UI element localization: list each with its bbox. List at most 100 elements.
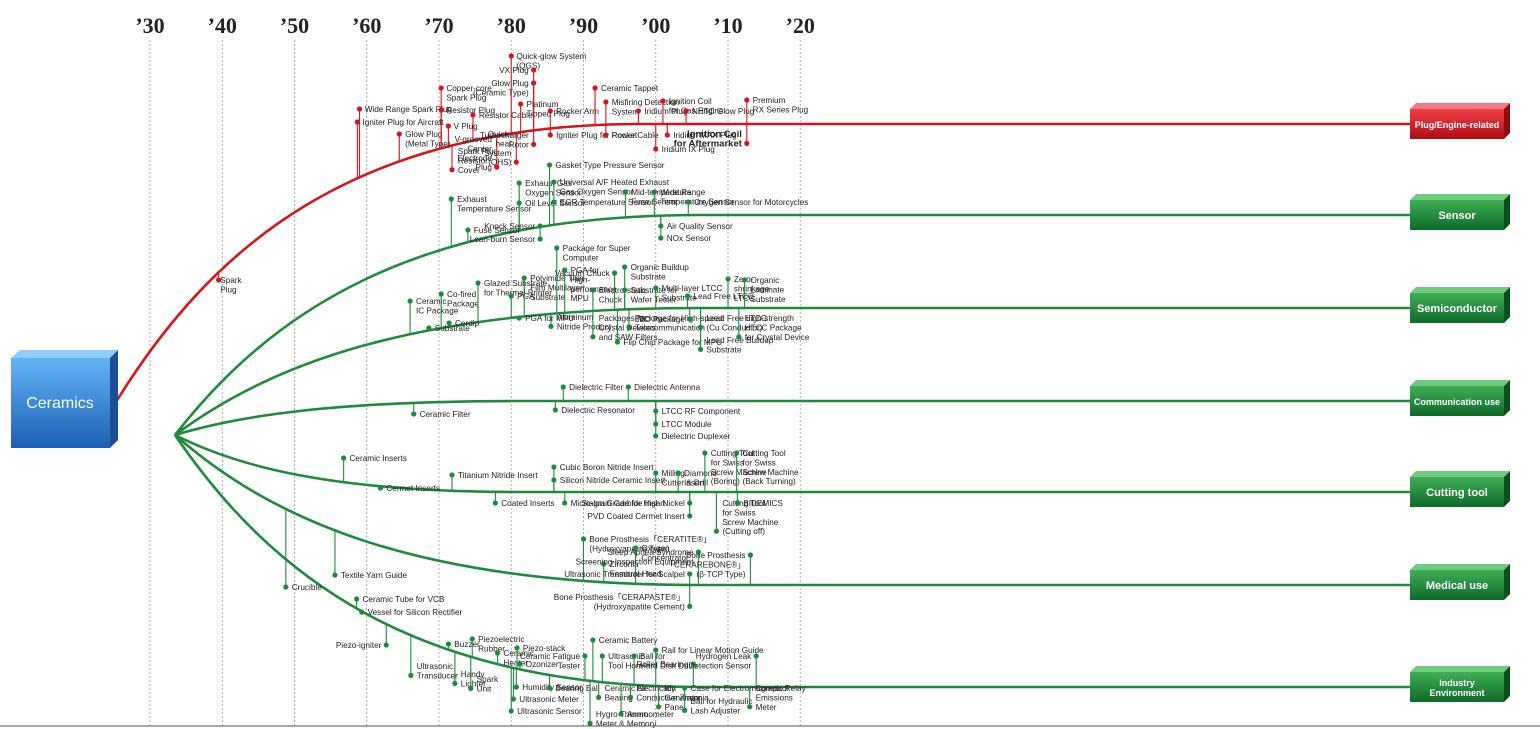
milestone-label-line: Unit: [477, 684, 492, 693]
milestone-roller-bearing: Roller Bearing: [637, 660, 696, 687]
milestone-label: Co-fired Package: [447, 290, 479, 308]
category-label-semi: Semiconductor: [1417, 303, 1498, 315]
box-top: [1410, 103, 1510, 109]
decade-label-2020: ’20: [786, 13, 815, 38]
milestone-label: Piezo-igniter: [336, 641, 382, 650]
milestone-dot: [508, 708, 514, 714]
milestone-label: Sialon Grade for High Nickel: [582, 499, 685, 508]
milestone-label-line: Ultrasonic Transducer for Scalpel: [564, 570, 685, 579]
milestone-label-line: Meter: [756, 703, 777, 712]
milestone-label-line: Igniter Plug for Rocket: [556, 131, 638, 140]
milestone-label: Organic Laminate Substrate: [751, 276, 786, 304]
milestone-label-line: Roller Bearing: [637, 660, 689, 669]
milestone-substrate-for-wafer-tester: Substrate for Wafer Tester: [622, 286, 678, 310]
milestone-label-line: Plug: [476, 163, 493, 172]
milestone-label: Cutting Tool for Swiss Screw Machine (Cutti…: [722, 499, 778, 536]
box-side: [1504, 666, 1510, 702]
milestone-label: Ball for Hard Disk Drive: [640, 652, 698, 670]
decade-label-1930: ’30: [135, 13, 164, 38]
milestone-ion-generator-panel: Ion Generator Panel: [656, 684, 702, 712]
milestone-label: Hydrogen Leak Detection Sensor: [688, 652, 752, 670]
milestone-dot: [684, 293, 691, 299]
category-box-comm: Communication use: [1410, 380, 1510, 416]
milestone-label-line: NOx Sensor: [667, 234, 712, 243]
milestone-label: Spark Unit: [477, 675, 499, 693]
milestone-dot: [494, 164, 500, 170]
milestone-cermet-inserts: Cermet Inserts: [377, 484, 440, 493]
milestone-label-line: Zirconia: [610, 560, 640, 569]
milestone-label: Copper-core Spark Plug: [446, 84, 492, 102]
milestone-label-line: Bone Prosthesis: [686, 551, 746, 560]
milestone-label-line: Case for Electromagnetic Relay: [691, 684, 807, 693]
milestone-bone-prosthesis-ceratite-hydroxyapatite-: Bone Prosthesis「CERATITE®」(Hydroxyapatit…: [580, 535, 711, 581]
milestone-label: Cerdip: [455, 319, 480, 328]
milestone-label-line: Ozonizer: [526, 660, 559, 669]
milestone-dot: [516, 180, 522, 186]
branch-line-medical: [174, 434, 1410, 587]
milestone-glazed-substrate-for-thermal-printer: Glazed Substrate for Thermal Printer: [475, 279, 552, 323]
category-label-industry: Industry Environment: [1429, 678, 1484, 698]
milestone-label: Substrate: [435, 324, 470, 333]
milestone-label-line: Ultrasonic: [608, 652, 644, 661]
milestone-label-line: Co-fired: [447, 290, 477, 299]
milestone-label: Oxygen Sensor for Motorcycles: [694, 198, 808, 207]
milestone-label: Bearing Ball: [555, 684, 599, 693]
milestone-label: Ceramic Filter: [420, 410, 471, 419]
milestone-label: Handy Lighter: [461, 670, 486, 688]
milestone-dot: [653, 647, 659, 653]
milestone-dot: [468, 685, 474, 692]
box-face: [1410, 672, 1504, 702]
milestone-quick-heat-system-qhs: Quick-heat System (QHS): [484, 130, 519, 167]
milestone-label: Dielectric Antenna: [634, 383, 700, 392]
milestone-label-line: Sleep Apnea Syndrome: [607, 548, 693, 557]
milestone-iridium-ix-plug: Iridium IX Plug: [653, 124, 715, 154]
milestone-label: Ultrasonic Transducer for Scalpel: [564, 570, 685, 579]
milestone-label-line: Hydrogen Leak: [696, 652, 752, 661]
category-label-cut: Cutting tool: [1426, 487, 1488, 499]
milestone-ceramic-fatigue-tester: Ceramic Fatigue Tester: [520, 652, 588, 681]
milestone-quick-glow-system-qgs: Quick-glow System (QGS): [508, 52, 587, 134]
milestone-label-line: Spark Plug: [446, 93, 486, 102]
milestone-label-line: Substrate: [435, 324, 470, 333]
milestone-label-line: Vacuum Chuck: [555, 269, 611, 278]
milestone-pga: PGA: [508, 292, 535, 318]
milestone-dot: [687, 571, 693, 577]
milestone-micro-grain-carbide-insert: Micro-grain Carbide Insert: [562, 492, 666, 508]
milestone-label: Knock Sensor: [484, 222, 535, 231]
milestone-label: Package for High-speed Telecommunication: [635, 314, 723, 332]
milestone-cutting-tool-for-swiss-screw-machine-cut: Cutting Tool for Swiss Screw Machine (Cutti…: [713, 492, 779, 536]
milestone-label: Cutting Tool for Swiss Screw Machine (Borin…: [711, 449, 767, 486]
milestone-label-line: Detection Sensor: [688, 661, 751, 670]
milestone-label: Ball for Hydraulic Lash Adjuster: [691, 697, 753, 715]
category-label-sensor: Sensor: [1438, 210, 1476, 222]
milestone-label-line: Ball for: [640, 652, 666, 661]
milestone-dielectric-resonator: Dielectric Resonator: [552, 401, 635, 415]
milestone-dot: [508, 53, 514, 59]
milestone-label-line: Wide Range: [660, 188, 706, 197]
milestone-dot: [446, 320, 452, 326]
milestone-label: Package for Super Computer: [563, 244, 631, 262]
milestone-label-line: Knock Sensor: [484, 222, 535, 231]
milestone-label: Cubic Boron Nitride Insert: [560, 463, 654, 472]
milestone-dot: [590, 334, 596, 340]
milestone-label-line: (Hydroxyapatite Type): [589, 544, 669, 553]
milestone-label-line: PGA: [517, 292, 535, 301]
milestone-label-line: Ceramic Tube for VCB: [363, 595, 445, 604]
category-box-medical: Medical use: [1410, 564, 1510, 600]
milestone-dot: [449, 472, 455, 478]
milestone-label: Coated Inserts: [501, 499, 554, 508]
milestone-label: Electrically Conductive Zirconia: [636, 684, 709, 702]
milestone-label: Anemometer: [627, 710, 674, 719]
milestone-label-line: Multi-layer LTCC: [662, 284, 723, 293]
milestone-dot: [552, 407, 558, 413]
milestone-label-line: Rocker Arm: [556, 107, 599, 116]
milestone-label: Dielectric Duplexer: [662, 432, 731, 441]
milestone-dot: [736, 334, 742, 340]
milestone-label-line: Nitride Product: [557, 322, 612, 331]
milestone-label-line: RX Series Plug: [753, 105, 809, 114]
milestone-label: Quick-glow System (QGS): [516, 52, 586, 70]
milestone-dot: [702, 450, 708, 456]
milestone-label-line: Cermet Inserts: [386, 484, 440, 493]
